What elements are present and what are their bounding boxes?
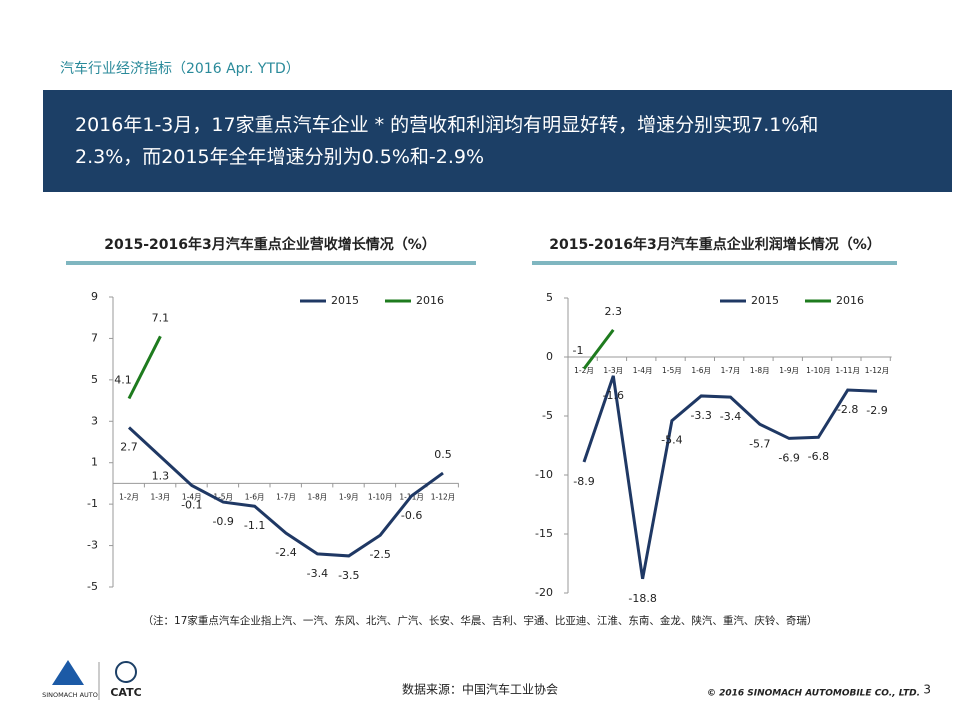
source: 数据来源：中国汽车工业协会 [402, 682, 558, 697]
y-tick-label: 5 [91, 373, 98, 386]
x-tick-label: 1-5月 [213, 492, 233, 501]
data-label: -0.9 [212, 515, 233, 528]
x-tick-label: 1-5月 [662, 366, 682, 375]
y-tick-label: 3 [91, 414, 98, 427]
series-line [127, 426, 444, 558]
x-tick-label: 1-8月 [750, 366, 770, 375]
x-tick-label: 1-7月 [276, 492, 296, 501]
headline-line: 2.3%，而2015年全年增速分别为0.5%和-2.9% [75, 146, 485, 168]
headline-line: 2016年1-3月，17家重点汽车企业 * 的营收和利润均有明显好转，增速分别实… [75, 114, 819, 136]
x-tick-label: 1-4月 [182, 492, 202, 501]
x-tick-label: 1-2月 [574, 366, 594, 375]
data-label: 4.1 [114, 374, 132, 387]
data-label: -2.5 [369, 548, 390, 561]
data-label: -3.4 [307, 567, 328, 580]
x-tick-label: 1-7月 [721, 366, 741, 375]
x-tick-label: 1-4月 [633, 366, 653, 375]
legend-label: 2016 [416, 294, 444, 307]
series-line [127, 335, 162, 400]
note: （注：17家重点汽车企业指上汽、一汽、东风、北汽、广汽、长安、华晨、吉利、宇通、… [143, 614, 818, 627]
x-tick-label: 1-3月 [603, 366, 623, 375]
y-tick-label: 7 [91, 331, 98, 344]
x-tick-label: 1-12月 [865, 366, 890, 375]
data-label: 1.3 [152, 470, 170, 483]
x-tick-label: 1-2月 [119, 492, 139, 501]
data-label: 0.5 [434, 448, 452, 461]
x-tick-label: 1-11月 [835, 366, 860, 375]
series-line [582, 375, 878, 580]
data-label: -1.1 [244, 519, 265, 532]
series-line [582, 328, 615, 370]
chart-title: 2015-2016年3月汽车重点企业营收增长情况（%） [104, 236, 436, 253]
y-tick-label: -15 [535, 527, 553, 540]
y-tick-label: -10 [535, 468, 553, 481]
logo-icon [115, 661, 137, 683]
data-label: 2.3 [605, 305, 623, 318]
data-label: -1 [573, 344, 584, 357]
data-label: -1.6 [603, 389, 624, 402]
x-tick-label: 1-8月 [308, 492, 328, 501]
y-tick-label: 5 [546, 291, 553, 304]
data-label: -3.5 [338, 569, 359, 582]
data-label: 2.7 [120, 441, 138, 454]
logo-icon [52, 660, 84, 685]
data-label: -0.1 [181, 499, 202, 512]
data-label: -0.6 [401, 509, 422, 522]
legend-label: 2015 [751, 294, 779, 307]
data-label: -8.9 [573, 475, 594, 488]
logo-text: CATC [110, 686, 141, 699]
copyright: © 2016 SINOMACH AUTOMOBILE CO., LTD. [707, 689, 920, 699]
x-tick-label: 1-6月 [691, 366, 711, 375]
logo-text: SINOMACH AUTO [42, 691, 98, 699]
y-tick-label: -1 [87, 497, 98, 510]
data-label: -2.9 [866, 404, 887, 417]
data-label: -3.3 [690, 409, 711, 422]
data-label: -6.9 [778, 451, 799, 464]
data-label: -6.8 [808, 450, 829, 463]
section-title: 汽车行业经济指标（2016 Apr. YTD） [60, 61, 300, 77]
data-label: -18.8 [628, 592, 656, 605]
data-label: -2.8 [837, 403, 858, 416]
page-number: 3 [923, 683, 931, 697]
x-tick-label: 1-10月 [806, 366, 831, 375]
y-tick-label: 9 [91, 290, 98, 303]
y-tick-label: -5 [542, 409, 553, 422]
legend-label: 2016 [836, 294, 864, 307]
data-label: -2.4 [275, 546, 296, 559]
legend-label: 2015 [331, 294, 359, 307]
data-label: -5.7 [749, 437, 770, 450]
y-tick-label: -20 [535, 586, 553, 599]
headline-box: 2016年1-3月，17家重点汽车企业 * 的营收和利润均有明显好转，增速分别实… [43, 90, 952, 192]
chart-title: 2015-2016年3月汽车重点企业利润增长情况（%） [549, 236, 881, 253]
x-tick-label: 1-6月 [245, 492, 265, 501]
x-tick-label: 1-9月 [339, 492, 359, 501]
y-tick-label: 0 [546, 350, 553, 363]
data-label: -3.4 [720, 410, 741, 423]
x-tick-label: 1-12月 [431, 492, 456, 501]
title-underline [66, 261, 476, 265]
data-label: 7.1 [152, 311, 170, 324]
x-tick-label: 1-9月 [779, 366, 799, 375]
x-tick-label: 1-3月 [151, 492, 171, 501]
y-tick-label: 1 [91, 456, 98, 469]
y-tick-label: -5 [87, 580, 98, 593]
title-underline [532, 261, 897, 265]
data-label: -5.4 [661, 434, 682, 447]
x-tick-label: 1-10月 [368, 492, 393, 501]
y-tick-label: -3 [87, 539, 98, 552]
